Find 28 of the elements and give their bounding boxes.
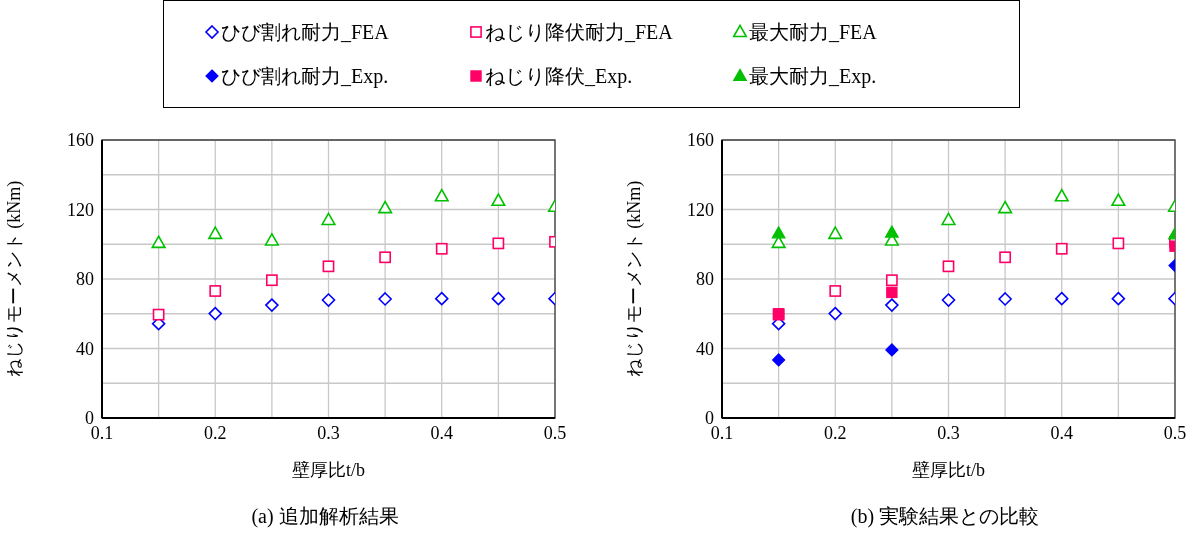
y-axis-title: ねじりモーメント (kNm) xyxy=(4,180,26,378)
y-axis-title: ねじりモーメント (kNm) xyxy=(624,180,646,378)
legend-label: ねじり降伏_Exp. xyxy=(485,63,633,90)
y-tick-label: 40 xyxy=(696,338,714,359)
y-tick-label: 40 xyxy=(76,338,94,359)
x-tick-label: 0.3 xyxy=(937,422,960,443)
y-tick-label: 120 xyxy=(67,199,94,220)
text: (b) 実験結果との比較 xyxy=(849,504,1041,530)
legend-label: 最大耐力_Exp. xyxy=(749,63,877,90)
y-tick-label: 160 xyxy=(687,130,714,151)
legend-label: ねじり降伏耐力_FEA xyxy=(485,19,673,45)
x-axis-title: 壁厚比t/b xyxy=(911,460,986,480)
x-axis-title: 壁厚比t/b xyxy=(291,460,366,480)
y-tick-label: 160 xyxy=(67,130,94,151)
y-tick-label: 120 xyxy=(687,199,714,220)
x-tick-label: 0.4 xyxy=(1050,422,1073,443)
x-tick-label: 0.5 xyxy=(1163,422,1187,443)
text: (a) 追加解析結果 xyxy=(250,504,400,530)
x-tick-label: 0.5 xyxy=(543,422,567,443)
x-tick-label: 0.2 xyxy=(204,422,227,443)
legend-label: ひび割れ耐力_Exp. xyxy=(221,63,389,90)
x-tick-label: 0.2 xyxy=(824,422,847,443)
legend-label: 最大耐力_FEA xyxy=(749,19,877,45)
x-tick-label: 0.3 xyxy=(317,422,340,443)
x-tick-label: 0.4 xyxy=(430,422,453,443)
y-tick-label: 80 xyxy=(696,269,714,290)
y-tick-label: 80 xyxy=(76,269,94,290)
legend-label: ひび割れ耐力_FEA xyxy=(221,19,389,45)
